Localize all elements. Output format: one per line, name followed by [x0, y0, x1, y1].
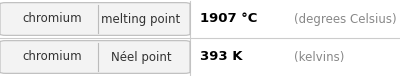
- Text: (degrees Celsius): (degrees Celsius): [294, 12, 397, 26]
- Text: Néel point: Néel point: [111, 50, 171, 64]
- Text: 1907 °C: 1907 °C: [200, 12, 257, 26]
- FancyBboxPatch shape: [0, 41, 190, 73]
- Text: 393 K: 393 K: [200, 50, 242, 64]
- Text: chromium: chromium: [22, 12, 82, 26]
- FancyBboxPatch shape: [0, 3, 190, 35]
- Text: (kelvins): (kelvins): [294, 50, 344, 64]
- Text: melting point: melting point: [101, 12, 181, 26]
- Text: chromium: chromium: [22, 50, 82, 64]
